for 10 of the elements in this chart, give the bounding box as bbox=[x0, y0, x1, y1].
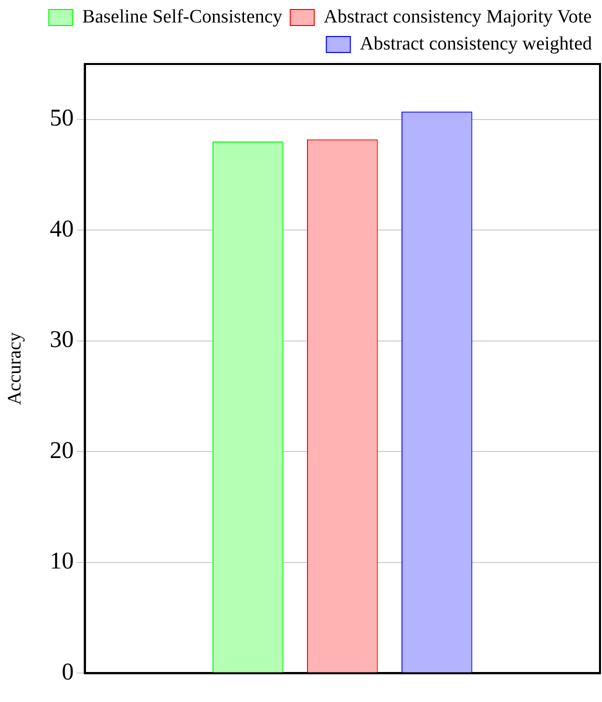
legend-label: Baseline Self-Consistency bbox=[82, 6, 283, 28]
y-tick-label: 50 bbox=[50, 106, 74, 132]
y-tick-label: 0 bbox=[62, 659, 74, 686]
y-tick-label: 40 bbox=[50, 216, 74, 242]
y-tick-label: 10 bbox=[50, 548, 74, 575]
y-tick-label: 20 bbox=[50, 438, 74, 464]
y-tick-label: 30 bbox=[50, 327, 74, 354]
y-axis-title: Accuracy bbox=[4, 332, 26, 405]
legend-label: Abstract consistency Majority Vote bbox=[324, 6, 592, 28]
legend-label: Abstract consistency weighted bbox=[360, 33, 592, 54]
